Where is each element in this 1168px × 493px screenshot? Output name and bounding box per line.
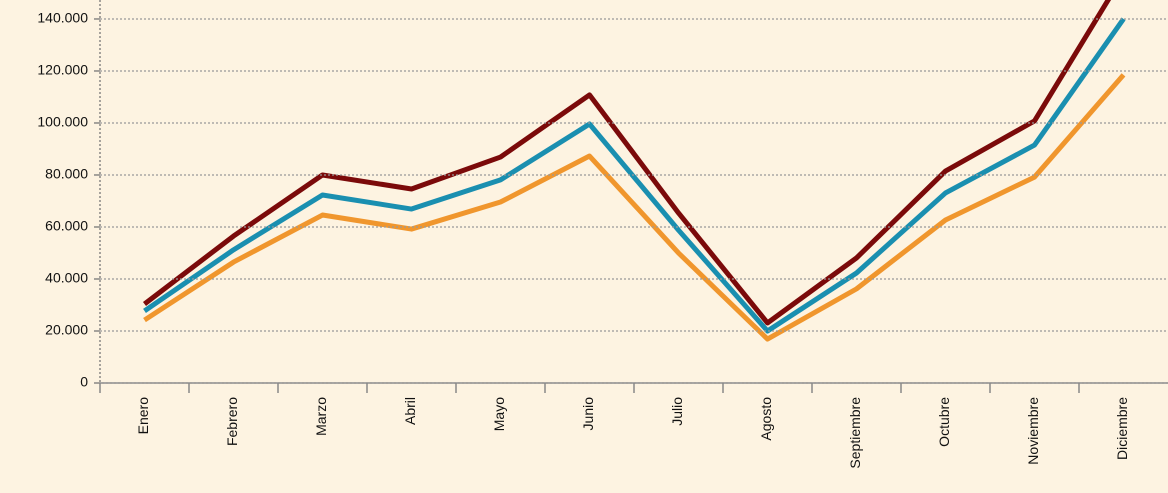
x-tick-label: Noviembre: [1025, 397, 1041, 465]
y-tick-label: 100.000: [37, 114, 88, 130]
x-tick-label: Abril: [402, 397, 418, 425]
y-tick-label: 40.000: [45, 270, 88, 286]
x-tick-label: Mayo: [491, 397, 507, 431]
data-line: [143, 73, 1126, 342]
y-tick-label: 0: [80, 374, 88, 390]
x-tick-label: Marzo: [313, 397, 329, 436]
plot-area: [142, 0, 1126, 342]
x-tick-label: Julio: [669, 397, 685, 426]
data-line: [143, 17, 1126, 334]
x-tick-label: Octubre: [936, 397, 952, 447]
y-tick-label: 60.000: [45, 218, 88, 234]
x-tick-label: Enero: [135, 397, 151, 435]
x-tick-label: Diciembre: [1114, 397, 1130, 460]
x-tick-label: Agosto: [758, 397, 774, 441]
y-tick-label: 80.000: [45, 166, 88, 182]
x-tick-label: Febrero: [224, 397, 240, 446]
y-tick-label: 20.000: [45, 322, 88, 338]
data-line: [142, 0, 1112, 326]
x-tick-label: Septiembre: [847, 397, 863, 469]
y-tick-label: 140.000: [37, 10, 88, 26]
x-tick-label: Junio: [580, 397, 596, 431]
y-tick-label: 120.000: [37, 62, 88, 78]
